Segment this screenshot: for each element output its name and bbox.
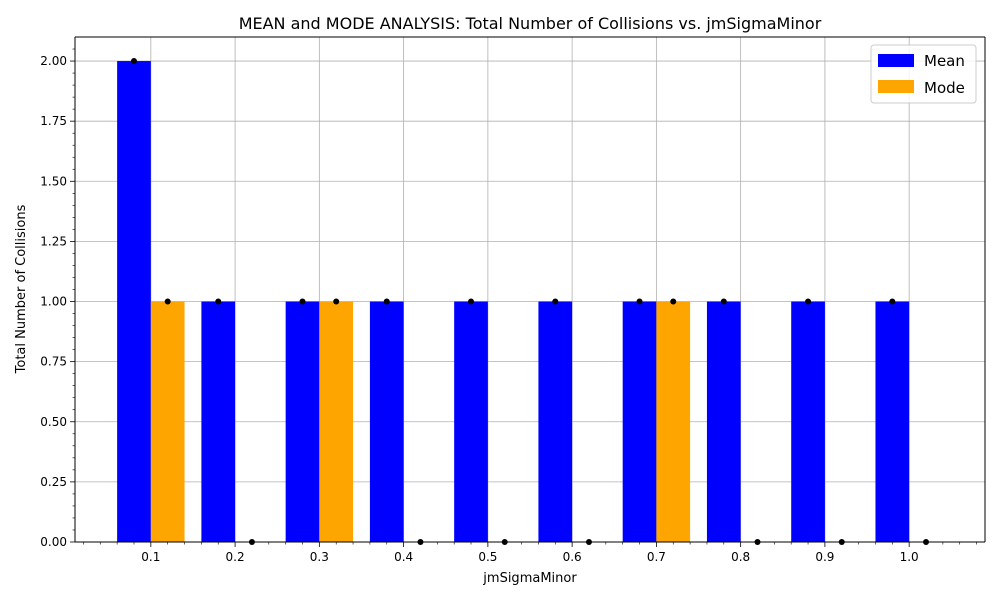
y-tick-label: 1.75 <box>40 114 67 128</box>
x-tick-label: 0.8 <box>731 550 750 564</box>
value-marker-mean <box>720 298 727 305</box>
bar-mean <box>369 301 404 542</box>
x-tick-label: 0.4 <box>394 550 413 564</box>
bar-mean <box>622 301 657 542</box>
bar-mean <box>454 301 488 542</box>
bar-mean <box>875 301 910 542</box>
y-tick-label: 1.50 <box>40 174 67 188</box>
bar-mode <box>150 301 185 542</box>
bar-mean <box>791 301 825 542</box>
x-tick-label: 0.5 <box>478 550 497 564</box>
axes <box>70 36 986 547</box>
bar-mean <box>201 301 236 542</box>
x-tick-label: 0.1 <box>141 550 160 564</box>
x-tick-label: 0.7 <box>647 550 666 564</box>
bars <box>117 61 910 543</box>
legend-swatch-mean <box>878 54 914 67</box>
x-tick-label: 0.2 <box>226 550 245 564</box>
x-tick-label: 1.0 <box>900 550 919 564</box>
value-marker-mean <box>636 298 643 305</box>
value-marker-mode <box>670 298 677 305</box>
y-axis-label: Total Number of Collisions <box>14 204 29 374</box>
legend-label-mean: Mean <box>924 52 965 70</box>
value-marker-mean <box>130 58 137 65</box>
tick-labels: 0.00 0.25 0.50 0.75 1.00 1.25 1.50 1.75 2.00 0.1 0… <box>40 54 918 564</box>
x-tick-label: 0.3 <box>310 550 329 564</box>
bar-mean <box>706 301 741 542</box>
value-marker-mean <box>889 298 896 305</box>
legend: Mean Mode <box>870 44 977 104</box>
value-marker-mode <box>164 298 171 305</box>
y-tick-label: 0.50 <box>40 415 67 429</box>
bar-mean <box>538 301 573 542</box>
x-tick-label: 0.9 <box>815 550 834 564</box>
bar-mode <box>319 301 354 542</box>
value-markers <box>130 58 930 545</box>
x-tick-label: 0.6 <box>563 550 582 564</box>
y-tick-label: 0.75 <box>40 355 67 369</box>
bar-mean <box>117 61 151 543</box>
chart-title: MEAN and MODE ANALYSIS: Total Number of … <box>239 14 822 33</box>
legend-swatch-mode <box>878 80 914 93</box>
value-marker-mean <box>552 298 559 305</box>
value-marker-mean <box>468 298 475 305</box>
y-tick-label: 1.25 <box>40 234 67 248</box>
legend-label-mode: Mode <box>924 79 965 97</box>
value-marker-mean <box>383 298 390 305</box>
bar-mode <box>656 301 691 542</box>
value-marker-mean <box>215 298 222 305</box>
value-marker-mode <box>333 298 340 305</box>
value-marker-mean <box>805 298 812 305</box>
y-tick-label: 2.00 <box>40 54 67 68</box>
y-tick-label: 0.00 <box>40 535 67 549</box>
x-axis-label: jmSigmaMinor <box>482 571 577 586</box>
y-tick-label: 0.25 <box>40 475 67 489</box>
y-tick-label: 1.00 <box>40 295 67 309</box>
value-marker-mean <box>299 298 306 305</box>
bar-mean <box>285 301 320 542</box>
